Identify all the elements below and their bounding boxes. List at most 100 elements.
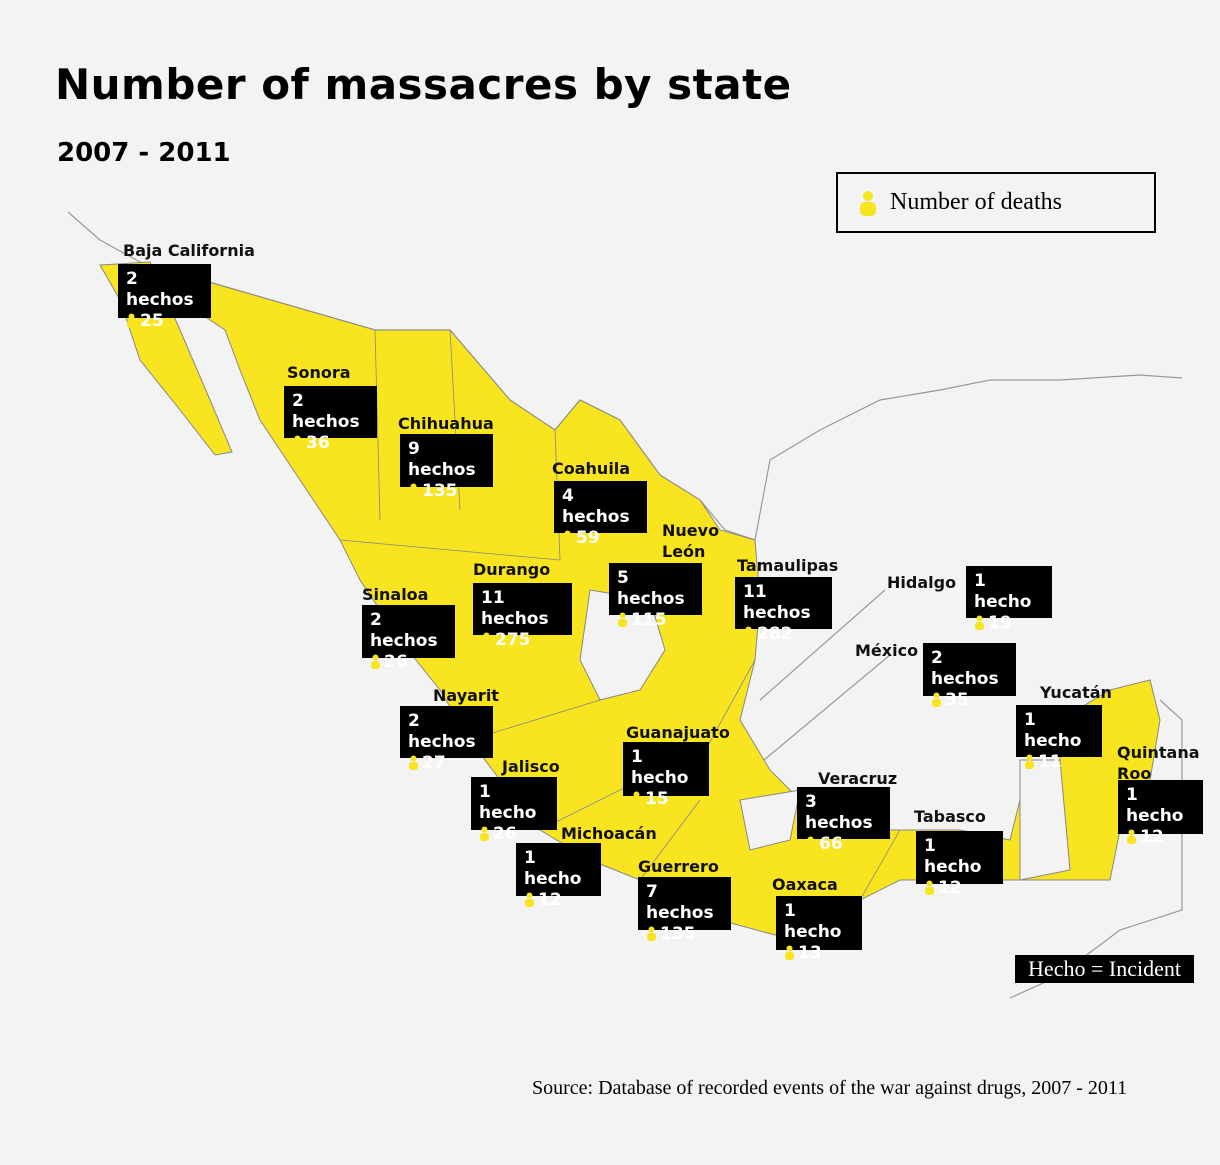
state-name: Coahuila [552, 459, 631, 478]
person-icon [409, 483, 418, 498]
deaths: 26 [493, 824, 517, 844]
state-name: Hidalgo [887, 573, 957, 592]
deaths: 26 [384, 652, 408, 672]
deaths: 36 [306, 433, 330, 453]
deaths: 12 [538, 890, 562, 910]
deaths: 11 [1038, 752, 1062, 772]
deaths-row: 13 [784, 943, 854, 964]
state-name: Guerrero [638, 857, 719, 876]
person-icon [127, 313, 136, 328]
state-box: 7 hechos 135 [638, 877, 731, 944]
state-box: 11 hechos 282 [735, 577, 832, 644]
state-box: 2 hechos 26 [362, 605, 455, 672]
incidents: 2 hechos [126, 269, 194, 310]
deaths: 66 [819, 834, 843, 854]
note: Hecho = Incident [1015, 955, 1194, 983]
state-box: 4 hechos 59 [554, 481, 647, 548]
legend-label: Number of deaths [890, 189, 1062, 215]
deaths-row: 135 [408, 481, 485, 502]
incidents: 7 hechos [646, 882, 714, 923]
deaths: 12 [1140, 827, 1164, 847]
deaths-row: 26 [370, 652, 447, 673]
deaths-row: 12 [524, 890, 593, 911]
deaths-row: 27 [408, 753, 485, 774]
incidents: 1 hecho [1126, 785, 1184, 826]
deaths-row: 11 [1024, 752, 1094, 773]
state-name: Oaxaca [772, 875, 838, 894]
incidents: 3 hechos [805, 792, 873, 833]
incidents: 1 hecho [924, 836, 982, 877]
deaths: 35 [945, 690, 969, 710]
state-name: Tamaulipas [737, 556, 839, 575]
deaths: 27 [422, 753, 446, 773]
person-icon [409, 755, 418, 770]
incidents: 1 hecho [524, 848, 582, 889]
incidents: 1 hecho [784, 901, 842, 942]
state-box: 2 hechos 27 [400, 706, 493, 773]
deaths: 13 [798, 943, 822, 963]
deaths-row: 12 [924, 878, 995, 899]
incidents: 11 hechos [743, 582, 811, 623]
incidents: 1 hecho [974, 571, 1032, 612]
deaths-row: 59 [562, 528, 639, 549]
person-icon [293, 435, 302, 450]
deaths-row: 19 [974, 613, 1044, 634]
state-name: Nuevo León [662, 521, 720, 561]
legend-icon [860, 190, 876, 216]
deaths: 15 [645, 789, 669, 809]
deaths: 135 [660, 924, 696, 944]
state-box: 9 hechos 135 [400, 434, 493, 501]
state-box: 1 hecho 12 [916, 831, 1003, 898]
incidents: 9 hechos [408, 439, 476, 480]
state-box: 1 hecho 13 [776, 896, 862, 963]
state-box: 1 hecho 12 [1118, 780, 1203, 847]
deaths-row: 275 [481, 630, 564, 651]
state-name: Sinaloa [362, 585, 429, 604]
state-box: 1 hecho 15 [623, 742, 709, 809]
state-name: México [855, 641, 919, 660]
source: Source: Database of recorded events of t… [532, 1077, 1128, 1099]
incidents: 2 hechos [931, 648, 999, 689]
person-icon [1025, 754, 1034, 769]
incidents: 1 hecho [479, 782, 537, 823]
state-box: 1 hecho 19 [966, 566, 1052, 633]
deaths-row: 15 [631, 789, 701, 810]
deaths: 282 [757, 624, 793, 644]
deaths: 135 [422, 481, 458, 501]
deaths-row: 35 [931, 690, 1008, 711]
deaths-row: 12 [1126, 827, 1195, 848]
state-name: Tabasco [914, 807, 986, 826]
subtitle: 2007 - 2011 [57, 138, 231, 168]
incidents: 1 hecho [1024, 710, 1082, 751]
state-box: 2 hechos 36 [284, 386, 377, 453]
person-icon [647, 926, 656, 941]
person-icon [525, 892, 534, 907]
deaths-row: 26 [479, 824, 549, 845]
state-name: Baja California [123, 241, 255, 260]
incidents: 1 hecho [631, 747, 689, 788]
person-icon [371, 654, 380, 669]
deaths: 275 [495, 630, 531, 650]
deaths-row: 115 [617, 610, 694, 631]
person-icon [932, 692, 941, 707]
person-icon [618, 612, 627, 627]
state-box: 1 hecho 26 [471, 777, 557, 844]
deaths: 12 [938, 878, 962, 898]
deaths: 59 [576, 528, 600, 548]
region-shape [739, 789, 801, 851]
state-name: Chihuahua [398, 414, 494, 433]
incidents: 4 hechos [562, 486, 630, 527]
deaths-row: 135 [646, 924, 723, 945]
title: Number of massacres by state [55, 60, 792, 109]
state-name: Nayarit [433, 686, 499, 705]
state-name: Sonora [287, 363, 351, 382]
state-box: 1 hecho 11 [1016, 705, 1102, 772]
person-icon [925, 880, 934, 895]
person-icon [563, 530, 572, 545]
leader-line [739, 589, 891, 781]
region-shape [1019, 759, 1071, 881]
incidents: 11 hechos [481, 588, 549, 629]
deaths: 115 [631, 610, 667, 630]
deaths: 25 [140, 311, 164, 331]
